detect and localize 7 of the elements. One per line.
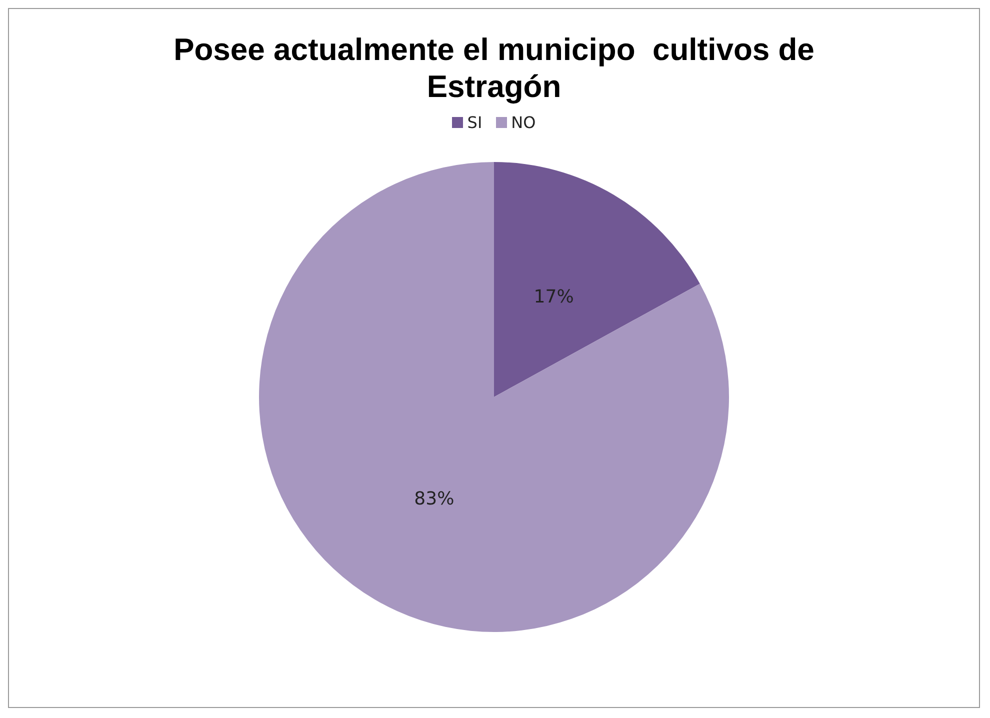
pie-slice — [494, 162, 700, 397]
chart-title: Posee actualmente el municipo cultivos de Estragón — [172, 31, 816, 105]
legend-label: NO — [511, 113, 536, 132]
data-label: 17% — [534, 286, 574, 308]
pie-slice — [259, 162, 729, 632]
data-label: 83% — [414, 488, 454, 510]
legend-label: SI — [467, 113, 482, 132]
